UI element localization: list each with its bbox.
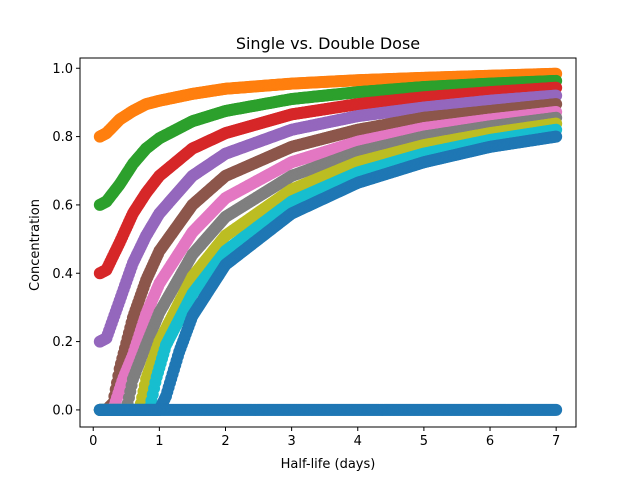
plot-area [93, 67, 563, 416]
x-tick-label: 5 [420, 434, 428, 449]
data-point [550, 130, 563, 143]
series-9 [93, 130, 563, 416]
x-tick-label: 4 [354, 434, 362, 449]
y-tick-label: 0.0 [52, 403, 73, 418]
series-10 [93, 403, 563, 416]
x-tick-label: 6 [486, 434, 494, 449]
y-tick-label: 0.6 [52, 198, 73, 213]
x-tick-label: 2 [221, 434, 229, 449]
y-tick-label: 1.0 [52, 62, 73, 77]
series-0 [93, 67, 563, 143]
x-axis-label: Half-life (days) [281, 457, 376, 472]
series-2 [93, 81, 563, 280]
plot-frame [79, 57, 577, 428]
y-tick-label: 0.4 [52, 267, 73, 282]
y-tick-label: 0.8 [52, 130, 73, 145]
x-tick-label: 1 [155, 434, 163, 449]
y-tick-label: 0.2 [52, 335, 73, 350]
axes: 0 1 2 3 4 5 6 7 0.0 0.2 0.4 0.6 0.8 1.0 [52, 57, 577, 449]
x-tick-label: 0 [89, 434, 97, 449]
chart-title: Single vs. Double Dose [236, 34, 420, 53]
data-point [550, 403, 563, 416]
y-axis-label: Concentration [28, 199, 43, 291]
x-tick-label: 3 [287, 434, 295, 449]
series-3 [93, 89, 563, 348]
series-4 [93, 98, 563, 416]
x-tick-label: 7 [552, 434, 560, 449]
